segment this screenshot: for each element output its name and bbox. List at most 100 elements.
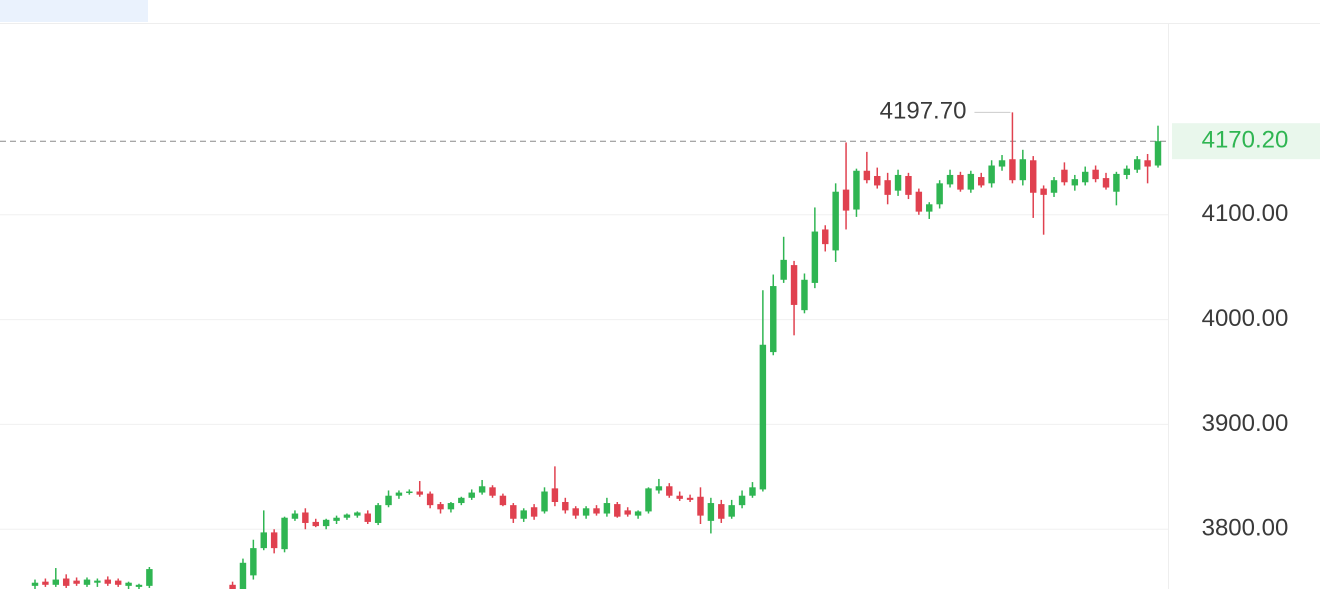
candle-body — [437, 504, 444, 510]
candle-body — [125, 582, 132, 586]
y-tick-label: 3800.00 — [1202, 515, 1289, 542]
candle-body — [62, 578, 70, 586]
candle-body — [374, 505, 382, 523]
candle-body — [114, 580, 122, 585]
candle-body — [1081, 171, 1089, 183]
y-tick-label: 4000.00 — [1202, 305, 1289, 332]
candle-body — [250, 548, 257, 576]
candle-body — [967, 173, 975, 190]
candle-body — [239, 562, 247, 589]
overlay: 3800.00 3900.00 4000.00 4100.00 4170.20 4197.… — [880, 98, 1320, 542]
candle-body — [458, 497, 465, 504]
candle-body — [551, 488, 559, 502]
candle-body — [842, 189, 850, 211]
candle-body — [718, 504, 725, 519]
candle-body — [510, 505, 517, 519]
candle-body — [1009, 159, 1016, 181]
candle-body — [978, 177, 985, 186]
candle-body — [624, 510, 631, 515]
candle-body — [926, 204, 933, 212]
candle-body — [915, 191, 923, 212]
y-tick-label: 4100.00 — [1202, 200, 1289, 227]
candle-body — [811, 231, 819, 283]
candle-body — [468, 492, 475, 498]
last-price-badge — [1172, 123, 1320, 160]
candle-body — [1133, 159, 1141, 170]
tab-highlight — [0, 0, 148, 22]
candle-body — [1113, 173, 1120, 192]
candle-body — [603, 503, 611, 514]
candle-body — [676, 495, 683, 499]
candle-body — [1092, 169, 1099, 180]
candle-body — [666, 486, 673, 496]
candle-body — [291, 513, 299, 519]
candle-body — [562, 501, 569, 511]
candle-body — [1029, 160, 1037, 193]
candle-body — [1144, 160, 1151, 167]
candle-body — [478, 486, 486, 493]
candle-body — [874, 175, 881, 186]
candle-body — [520, 510, 527, 519]
candle-body — [582, 508, 590, 516]
max-label: 4197.70 — [880, 98, 967, 125]
candle-body — [281, 517, 288, 550]
candle-body — [135, 584, 143, 587]
candle-body — [1019, 159, 1027, 181]
candle-body — [1040, 188, 1047, 195]
candle-body — [354, 512, 361, 516]
candle-body — [83, 579, 91, 585]
candle-body — [73, 580, 80, 584]
candle-body — [572, 508, 579, 516]
candle-body — [364, 513, 371, 522]
candle-body — [385, 495, 392, 506]
candle-body — [541, 491, 548, 512]
candle-body — [489, 487, 496, 496]
candle-body — [270, 532, 278, 549]
candle-body — [738, 495, 746, 506]
candle-body — [593, 508, 600, 514]
candle-body — [42, 581, 49, 585]
candle-body — [946, 174, 954, 185]
candle-body — [634, 511, 642, 516]
candle-body — [1050, 180, 1058, 193]
candle-body — [1071, 179, 1079, 186]
candle-body — [749, 487, 756, 496]
candle-body — [645, 488, 652, 512]
candle-body — [957, 174, 964, 190]
candle-body — [530, 507, 538, 517]
candle-body — [426, 493, 434, 506]
candle-body — [822, 229, 829, 245]
candle-body — [998, 160, 1006, 167]
candle-body — [790, 265, 798, 305]
candle-body — [395, 492, 403, 496]
candle-body — [146, 569, 153, 586]
last-price-label: 4170.20 — [1202, 127, 1289, 154]
candle-body — [884, 180, 891, 195]
candle-body — [416, 491, 423, 495]
candle-body — [499, 495, 507, 506]
candle-body — [801, 279, 808, 311]
candle-body — [697, 496, 704, 516]
candle-body — [229, 584, 236, 589]
grid — [0, 214, 1168, 530]
candle-body — [31, 582, 39, 586]
candle-body — [104, 579, 112, 584]
candle-body — [905, 175, 912, 195]
candle-body — [936, 183, 943, 205]
candle-body — [770, 286, 777, 353]
candle-body — [406, 491, 413, 494]
candle-body — [1154, 141, 1162, 166]
candle-body — [302, 512, 309, 523]
candle-body — [322, 519, 330, 527]
y-tick-label: 3900.00 — [1202, 410, 1289, 437]
candle-body — [832, 191, 839, 251]
candle-body — [343, 514, 351, 518]
candle-body — [1123, 168, 1131, 175]
candle-body — [863, 170, 871, 181]
candle-body — [894, 174, 902, 191]
candle-body — [1061, 169, 1068, 183]
candle-body — [447, 503, 455, 510]
candle-body — [333, 517, 340, 521]
candle-body — [686, 497, 694, 500]
candle-body — [614, 504, 621, 517]
